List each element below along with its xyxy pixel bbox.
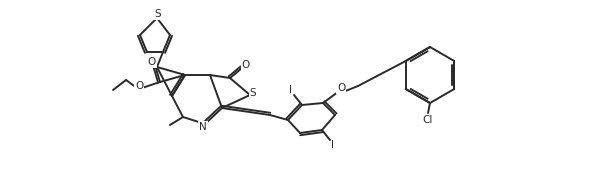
Text: S: S (249, 88, 257, 98)
Text: O: O (337, 83, 345, 93)
Text: I: I (331, 140, 334, 150)
Text: I: I (289, 85, 292, 95)
Text: O: O (148, 57, 156, 67)
Text: O: O (242, 60, 250, 70)
Text: Cl: Cl (423, 115, 433, 125)
Text: O: O (135, 81, 143, 91)
Text: N: N (199, 122, 207, 132)
Text: S: S (154, 9, 162, 19)
